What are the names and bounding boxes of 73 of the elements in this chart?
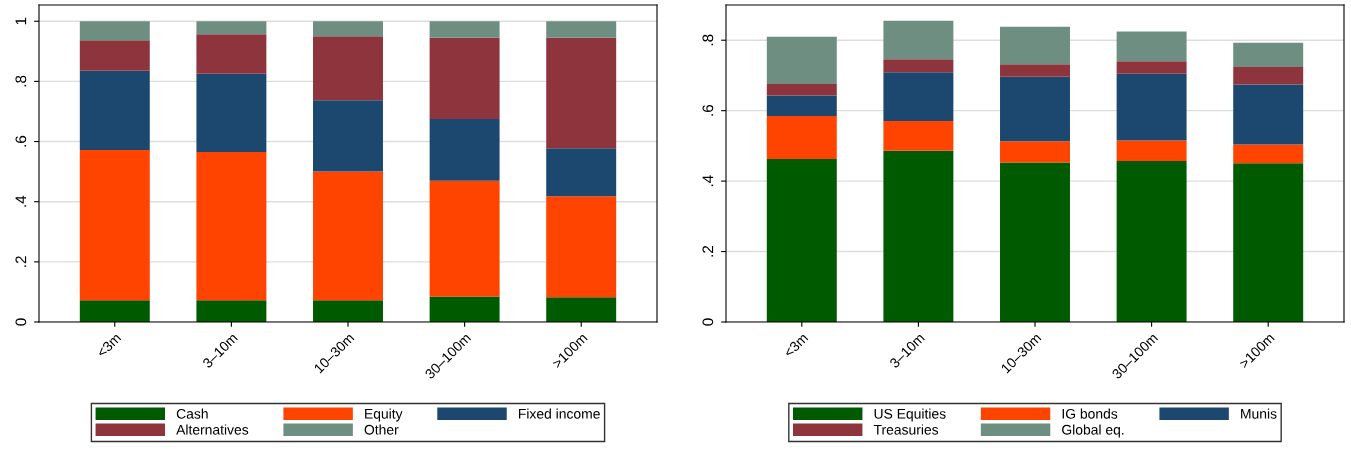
bar (313, 100, 383, 172)
bar (883, 20, 954, 60)
bar (546, 196, 617, 298)
bar (313, 171, 383, 301)
y-tick-label: .4 (15, 195, 27, 207)
legend-label: Treasuries (873, 424, 939, 435)
legend-label: Other (364, 424, 399, 435)
y-tick-label: .2 (702, 245, 714, 257)
bar (1233, 66, 1304, 85)
bar (429, 21, 500, 38)
bar (429, 296, 500, 322)
bar (1116, 140, 1187, 162)
bar (313, 300, 383, 322)
legend-label: Alternatives (176, 424, 249, 435)
y-tick-label: 0 (15, 318, 27, 326)
bar (196, 152, 267, 301)
legend-label: US Equities (874, 408, 946, 422)
bar (1116, 73, 1187, 141)
bar (883, 59, 954, 73)
bar (766, 115, 837, 159)
bar (1233, 42, 1304, 67)
bar (1233, 84, 1304, 145)
bar (429, 180, 500, 297)
bar (1000, 26, 1070, 65)
bar (883, 72, 954, 121)
bar (1000, 64, 1070, 77)
bar (546, 21, 617, 38)
bar (766, 95, 837, 116)
bar (546, 37, 617, 149)
bar (79, 21, 150, 41)
legend-label: Munis (1241, 408, 1277, 419)
legend-label: IG bonds (1062, 408, 1118, 419)
x-tick-label: <3m (96, 332, 122, 358)
y-tick-label: .8 (702, 34, 714, 46)
legend-label: Cash (176, 408, 208, 419)
y-tick-label: .6 (702, 104, 714, 116)
legend-label: Equity (365, 408, 403, 422)
bar (196, 73, 267, 153)
bar (1116, 31, 1187, 62)
bar (196, 21, 267, 35)
bar (766, 36, 837, 84)
bar (196, 300, 267, 322)
bar (546, 297, 617, 322)
bar (79, 70, 150, 150)
y-tick-label: .2 (15, 256, 27, 267)
y-tick-label: .8 (15, 75, 27, 87)
legend-label: Fixed income (518, 408, 600, 419)
bar (79, 149, 150, 301)
bar (313, 36, 383, 101)
bar (429, 37, 500, 119)
bar (1000, 76, 1070, 142)
bar (1116, 161, 1187, 322)
bar (79, 300, 150, 322)
y-tick-label: 0 (702, 318, 714, 326)
bar (79, 40, 150, 71)
bar (196, 34, 267, 74)
bar (766, 158, 837, 322)
bar (313, 21, 383, 37)
bar (1116, 61, 1187, 74)
bar (1000, 162, 1070, 322)
y-tick-label: .6 (15, 135, 27, 147)
bar (883, 120, 954, 151)
bar (766, 83, 837, 96)
bar (429, 118, 500, 181)
bar (1233, 163, 1304, 322)
y-tick-label: 1 (15, 17, 27, 25)
bar (1000, 141, 1070, 163)
legend-label: Global eq. (1062, 424, 1124, 438)
y-tick-label: .4 (702, 175, 714, 187)
bar (883, 150, 954, 322)
bar (1233, 144, 1304, 164)
x-tick-label: <3m (783, 332, 809, 358)
bar (546, 148, 617, 197)
